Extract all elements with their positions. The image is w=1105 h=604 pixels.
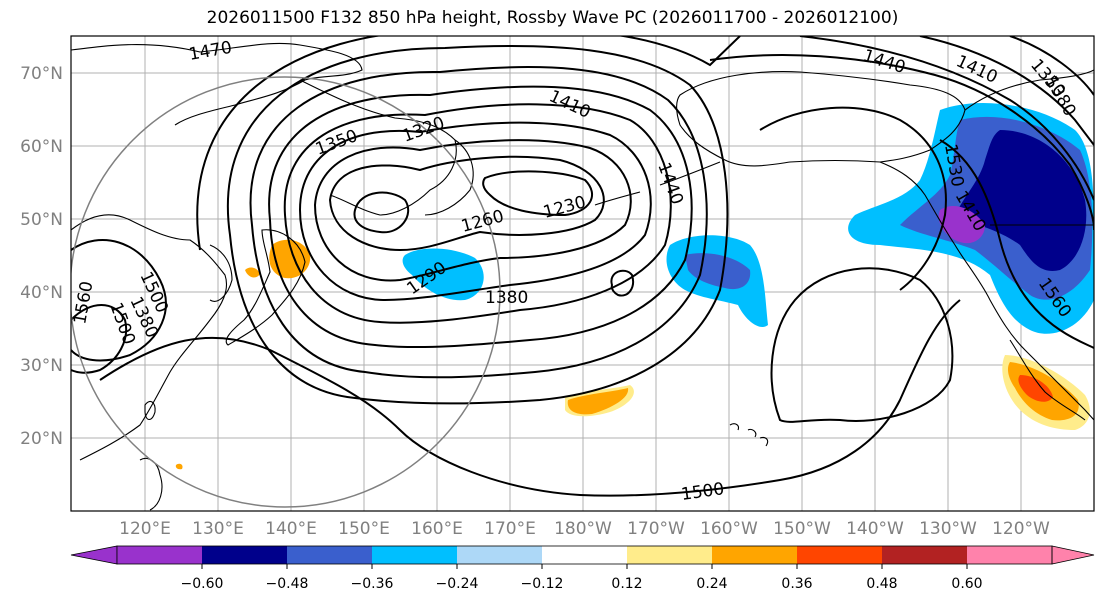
- neg-anomaly-nw-pacific: [402, 248, 484, 301]
- coast-aleutians: [594, 161, 721, 206]
- lon-label: 180°W: [554, 519, 612, 539]
- contour-ridge-5: [759, 106, 947, 291]
- latitude-labels: 70°N 60°N 50°N 40°N 30°N 20°N: [20, 64, 63, 449]
- lat-label: 50°N: [20, 210, 63, 230]
- lat-label: 40°N: [20, 283, 63, 303]
- map-title: 2026011500 F132 850 hPa height, Rossby W…: [206, 8, 899, 28]
- colorbar-tick-label: −0.48: [266, 576, 309, 592]
- height-contours: [71, 36, 1094, 497]
- coast-kamchatka: [424, 139, 474, 216]
- colorbar-segment: [117, 546, 202, 564]
- coastlines: [71, 42, 1094, 511]
- colorbar-tick-label: 0.12: [611, 576, 642, 592]
- reference-circle: [71, 76, 501, 508]
- contour-ridge-1: [709, 54, 1094, 231]
- colorbar-tick-label: 0.60: [951, 576, 982, 592]
- colorbar-tick-label: 0.24: [696, 576, 727, 592]
- map-border: [70, 35, 1095, 512]
- contour-ridge-6: [939, 139, 1094, 349]
- coast-china-korea: [71, 214, 228, 461]
- contour-1440: [227, 45, 729, 405]
- colorbar-segment: [202, 546, 287, 564]
- coast-alaska-south: [879, 161, 1094, 421]
- colorbar: −0.60 −0.48 −0.36 −0.24 −0.12 0.12 0.24 …: [70, 545, 1095, 592]
- colorbar-tick-label: −0.24: [436, 576, 479, 592]
- lon-label: 130°W: [919, 519, 977, 539]
- lat-label: 60°N: [20, 137, 63, 157]
- coast-alaska: [676, 71, 966, 167]
- lat-label: 30°N: [20, 356, 63, 376]
- coast-korea: [209, 244, 233, 302]
- lon-label: 160°E: [411, 519, 463, 539]
- contour-1290: [313, 139, 632, 282]
- coast-asia-north: [71, 42, 363, 126]
- neg-anomaly-cp-mid: [685, 253, 751, 290]
- coast-hawaii: [729, 423, 769, 447]
- contour-ridge-4: [1009, 36, 1094, 96]
- colorbar-segment: [542, 546, 627, 564]
- lon-label: 120°E: [119, 519, 171, 539]
- lat-label: 20°N: [20, 429, 63, 449]
- longitude-labels: 120°E 130°E 140°E 150°E 160°E 170°E 180°…: [119, 519, 1050, 539]
- coast-philippines: [139, 457, 163, 511]
- shaded-anomalies: [175, 102, 1094, 470]
- coast-canada: [964, 69, 1094, 111]
- colorbar-tick-label: 0.36: [781, 576, 812, 592]
- colorbar-segment: [287, 546, 372, 564]
- lon-label: 140°E: [265, 519, 317, 539]
- contour-ridge-3: [919, 36, 1094, 146]
- colorbar-tick-label: 0.48: [866, 576, 897, 592]
- pos-anomaly-hawaii-west-mid: [567, 388, 629, 415]
- coast-japan: [225, 229, 306, 346]
- pos-anomaly-tiny: [175, 463, 183, 470]
- pos-anomaly-baja-strong: [1018, 375, 1053, 402]
- contour-1530: [71, 239, 167, 362]
- contour-1500-south: [99, 299, 961, 497]
- colorbar-border: [116, 545, 1053, 565]
- contour-1410: [249, 66, 708, 379]
- colorbar-segment: [627, 546, 712, 564]
- contour-1380-pacific: [610, 269, 634, 297]
- colorbar-segment: [457, 546, 542, 564]
- colorbar-segment: [372, 546, 457, 564]
- lon-label: 170°E: [484, 519, 536, 539]
- contour-1230-inner: [353, 191, 410, 234]
- neg-anomaly-na-purple: [938, 205, 985, 244]
- lon-label: 150°E: [338, 519, 390, 539]
- coast-okhotsk: [299, 79, 457, 216]
- colorbar-segment: [882, 546, 967, 564]
- contour-1350: [283, 103, 672, 324]
- colorbar-tick-label: −0.12: [521, 576, 564, 592]
- contour-1320: [298, 121, 652, 302]
- lon-label: 130°E: [192, 519, 244, 539]
- colorbar-tick-label: −0.60: [181, 576, 224, 592]
- colorbar-extend-right: [1051, 545, 1095, 565]
- contour-1230-east: [482, 170, 594, 217]
- lon-label: 140°W: [846, 519, 904, 539]
- contour-1260: [328, 155, 605, 252]
- lon-label: 120°W: [992, 519, 1050, 539]
- contour-label: 1380: [485, 288, 528, 308]
- colorbar-segment: [797, 546, 882, 564]
- coast-taiwan: [144, 400, 156, 421]
- contour-1500-east: [770, 267, 954, 423]
- lon-label: 170°W: [627, 519, 685, 539]
- colorbar-extend-left: [70, 545, 118, 565]
- colorbar-segment: [712, 546, 797, 564]
- lat-label: 70°N: [20, 64, 63, 84]
- coast-baja: [1009, 339, 1086, 421]
- lon-label: 160°W: [700, 519, 758, 539]
- contour-1560: [71, 304, 128, 374]
- colorbar-segment: [967, 546, 1052, 564]
- neg-anomaly-na-dark: [955, 130, 1087, 271]
- contour-1470: [196, 36, 741, 251]
- contour-ridge-2: [799, 36, 1094, 201]
- colorbar-tick-label: −0.36: [351, 576, 394, 592]
- contour-1380: [268, 85, 693, 349]
- lon-label: 150°W: [773, 519, 831, 539]
- pos-anomaly-japan-small: [245, 267, 260, 278]
